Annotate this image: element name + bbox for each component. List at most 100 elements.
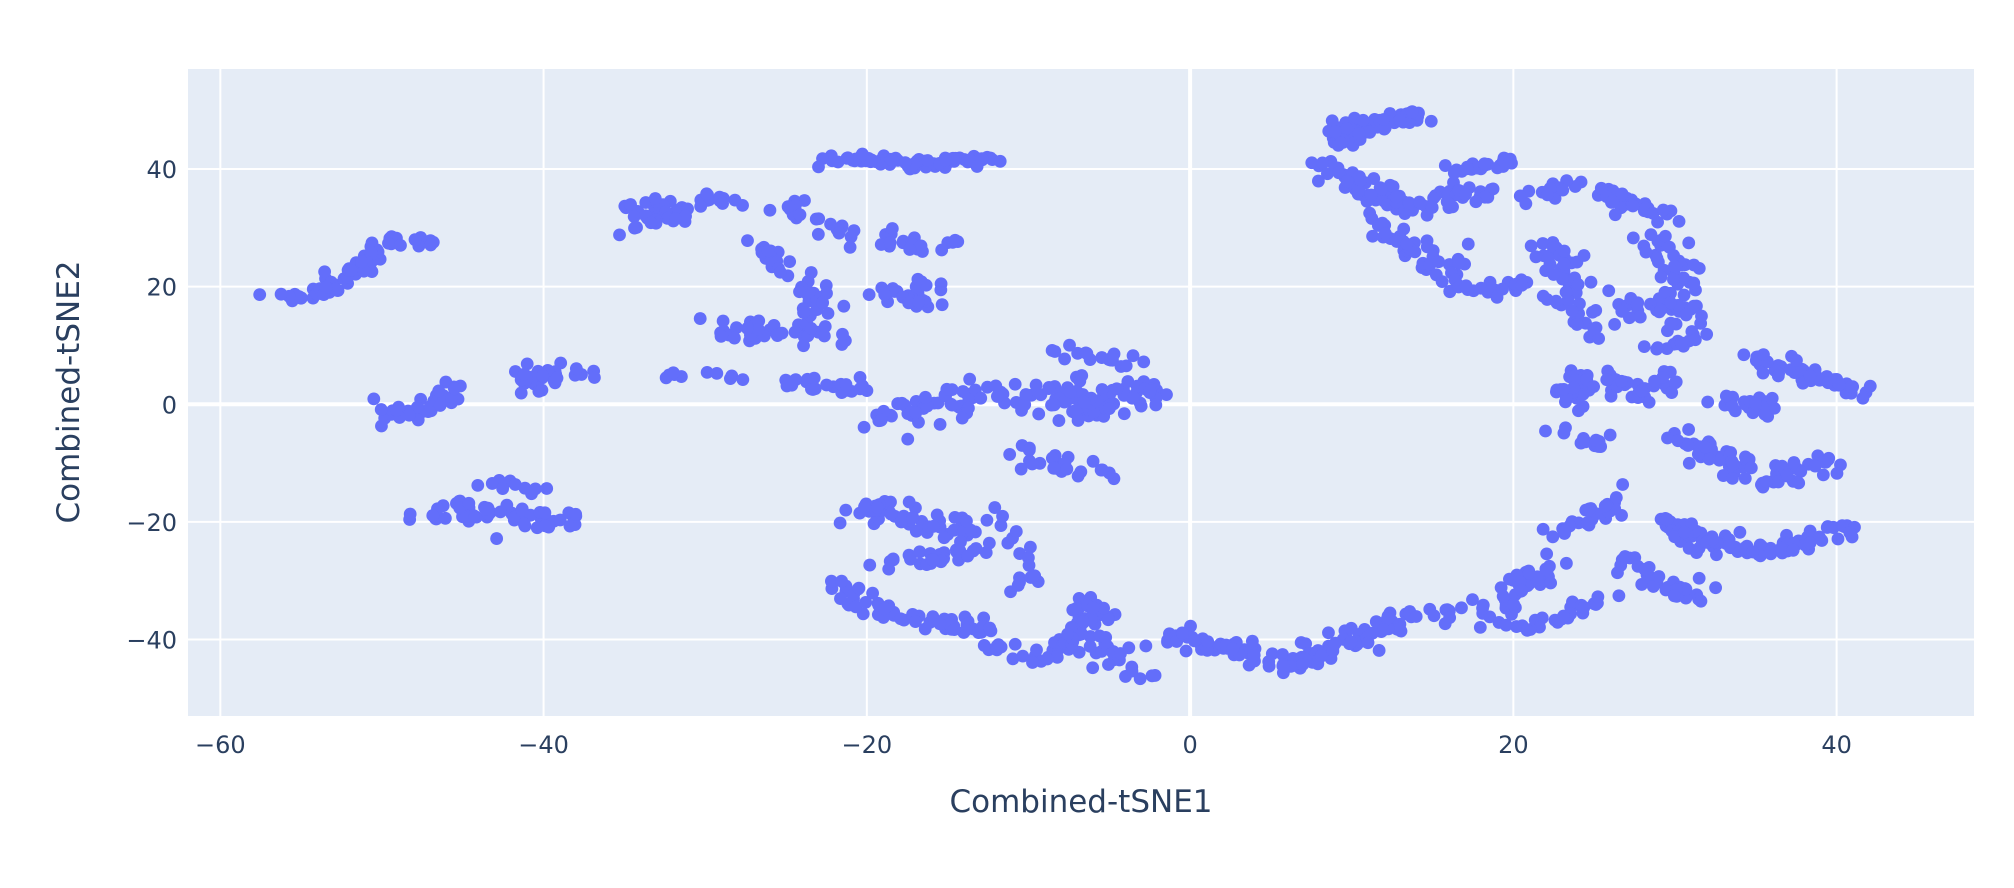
scatter-point xyxy=(1014,462,1028,476)
scatter-point xyxy=(1018,398,1032,411)
scatter-point xyxy=(723,372,737,386)
scatter-point xyxy=(1063,338,1076,352)
scatter-point xyxy=(1400,237,1414,251)
scatter-point xyxy=(1700,327,1714,341)
scatter-point xyxy=(1661,431,1674,445)
scatter-point xyxy=(839,503,853,517)
scatter-point xyxy=(1006,652,1020,666)
scatter-point xyxy=(1424,114,1438,128)
scatter-point xyxy=(1086,601,1100,615)
scatter-point xyxy=(878,602,892,616)
scatter-point xyxy=(1316,156,1329,170)
scatter-point xyxy=(700,187,714,201)
scatter-point xyxy=(937,531,951,545)
scatter-point xyxy=(1063,385,1077,399)
scatter-point xyxy=(825,574,838,588)
scatter-point xyxy=(1340,122,1354,136)
scatter-point xyxy=(1052,414,1066,427)
scatter-point xyxy=(1314,649,1328,663)
scatter-point xyxy=(793,285,806,299)
scatter-point xyxy=(1328,636,1342,650)
scatter-point xyxy=(1695,309,1708,323)
scatter-point xyxy=(1603,428,1617,442)
scatter-point xyxy=(1577,249,1591,262)
scatter-point xyxy=(1630,297,1644,311)
scatter-point xyxy=(859,595,873,609)
scatter-point xyxy=(1363,125,1377,139)
scatter-point xyxy=(1615,304,1629,318)
scatter-point xyxy=(781,200,795,214)
scatter-point xyxy=(1656,203,1670,217)
scatter-point xyxy=(1639,245,1653,259)
scatter-point xyxy=(1364,188,1378,202)
scatter-point xyxy=(898,156,912,170)
scatter-point xyxy=(1679,308,1693,322)
scatter-point xyxy=(1712,453,1726,467)
scatter-point xyxy=(807,371,821,385)
scatter-point xyxy=(993,154,1007,168)
scatter-point xyxy=(1667,273,1680,286)
scatter-point xyxy=(820,378,833,392)
y-tick-label: 20 xyxy=(146,274,177,302)
scatter-point xyxy=(1483,610,1497,624)
scatter-point xyxy=(1790,353,1803,367)
scatter-point xyxy=(1106,350,1119,364)
scatter-point xyxy=(426,509,440,522)
scatter-point xyxy=(700,365,714,379)
scatter-point xyxy=(462,496,476,510)
x-axis-ticks: −60 −40 −20 0 20 40 xyxy=(195,731,1852,759)
scatter-point xyxy=(793,208,807,222)
scatter-point xyxy=(644,216,658,230)
scatter-point xyxy=(390,403,403,417)
scatter-point xyxy=(1692,571,1706,585)
scatter-point xyxy=(1559,556,1573,570)
scatter-point xyxy=(1637,340,1651,354)
scatter-point xyxy=(960,514,973,528)
scatter-point xyxy=(728,331,741,345)
scatter-point xyxy=(1667,249,1681,262)
scatter-point xyxy=(648,192,662,205)
scatter-point xyxy=(1725,399,1739,413)
scatter-point xyxy=(1354,173,1368,187)
scatter-point xyxy=(1405,105,1419,119)
scatter-point xyxy=(1432,255,1446,269)
scatter-point xyxy=(1685,517,1698,531)
scatter-point xyxy=(1380,612,1394,626)
scatter-point xyxy=(1581,516,1594,530)
scatter-point xyxy=(1019,388,1033,401)
scatter-point xyxy=(866,586,879,600)
scatter-point xyxy=(569,507,583,521)
scatter-point xyxy=(1179,644,1193,658)
scatter-point xyxy=(1459,187,1473,201)
scatter-point xyxy=(1145,669,1159,683)
y-tick-label: −20 xyxy=(126,509,177,537)
scatter-point xyxy=(1125,664,1139,678)
scatter-point xyxy=(1529,250,1543,264)
scatter-point xyxy=(996,509,1009,523)
scatter-point xyxy=(1658,229,1672,243)
scatter-point xyxy=(1559,285,1573,299)
scatter-point xyxy=(1496,589,1510,603)
scatter-point xyxy=(508,478,522,491)
scatter-point xyxy=(808,382,822,396)
scatter-point xyxy=(736,373,750,387)
scatter-point xyxy=(694,199,708,213)
scatter-point xyxy=(983,621,997,635)
scatter-point xyxy=(318,265,332,279)
scatter-point xyxy=(901,432,915,446)
scatter-point xyxy=(514,386,528,400)
scatter-point xyxy=(1008,637,1022,651)
scatter-point xyxy=(1188,634,1201,648)
scatter-point xyxy=(841,151,855,165)
scatter-point xyxy=(1072,591,1086,605)
scatter-point xyxy=(1616,478,1630,491)
scatter-point xyxy=(536,369,550,383)
scatter-point xyxy=(1821,453,1835,466)
scatter-point xyxy=(1565,304,1579,318)
scatter-point xyxy=(1733,525,1747,539)
scatter-point xyxy=(710,366,724,380)
scatter-point xyxy=(1478,157,1491,171)
scatter-point xyxy=(367,392,381,406)
scatter-point xyxy=(804,266,818,279)
scatter-point xyxy=(1296,657,1310,671)
